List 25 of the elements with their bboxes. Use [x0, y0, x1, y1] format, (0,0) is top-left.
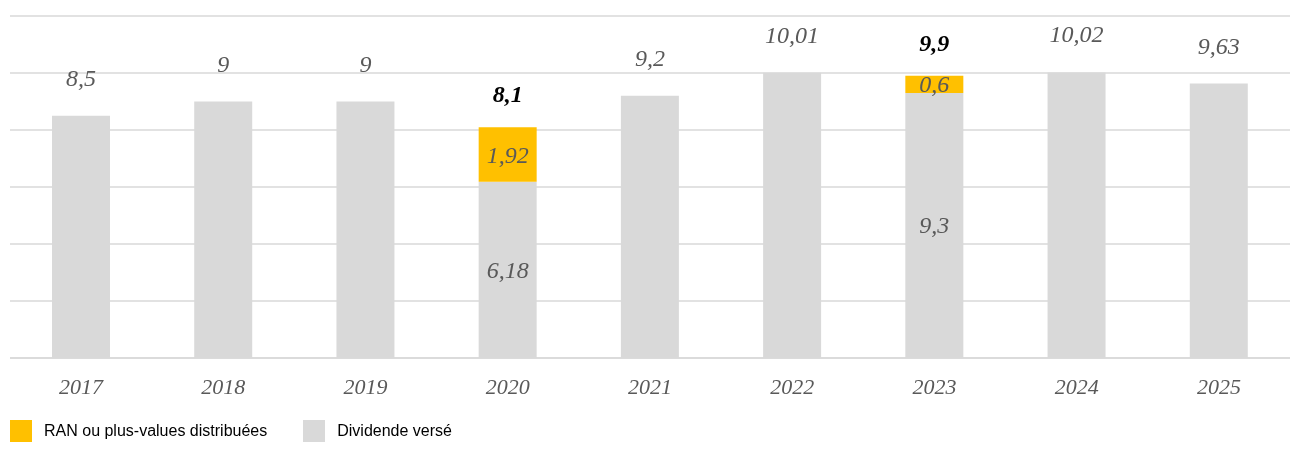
data-label: 8,5: [66, 64, 96, 91]
x-tick-label: 2023: [912, 373, 957, 399]
data-label: 9: [217, 50, 230, 77]
x-tick-label: 2018: [201, 373, 246, 399]
data-label: 6,18: [486, 256, 529, 283]
x-tick-label: 2017: [59, 373, 105, 399]
data-label: 10,02: [1049, 21, 1104, 48]
x-tick-label: 2020: [485, 373, 530, 399]
x-tick-label: 2025: [1196, 373, 1241, 399]
x-tick-label: 2022: [770, 373, 815, 399]
total-label: 8,1: [492, 81, 523, 108]
total-label: 9,9: [919, 29, 950, 56]
data-label: 10,01: [765, 21, 820, 48]
data-label: 9,2: [634, 44, 665, 71]
legend-label: RAN ou plus-values distribuées: [44, 422, 268, 440]
bar: [478, 127, 537, 182]
legend-label: Dividende versé: [337, 422, 452, 440]
x-tick-label: 2021: [628, 373, 672, 399]
data-label: 9,3: [919, 212, 950, 239]
x-tick-label: 2024: [1054, 373, 1099, 399]
data-label: 9: [359, 50, 372, 77]
data-label: 1,92: [486, 141, 529, 168]
data-label: 9,63: [1197, 32, 1240, 59]
x-tick-label: 2019: [343, 373, 388, 399]
data-label: 0,6: [919, 71, 950, 98]
